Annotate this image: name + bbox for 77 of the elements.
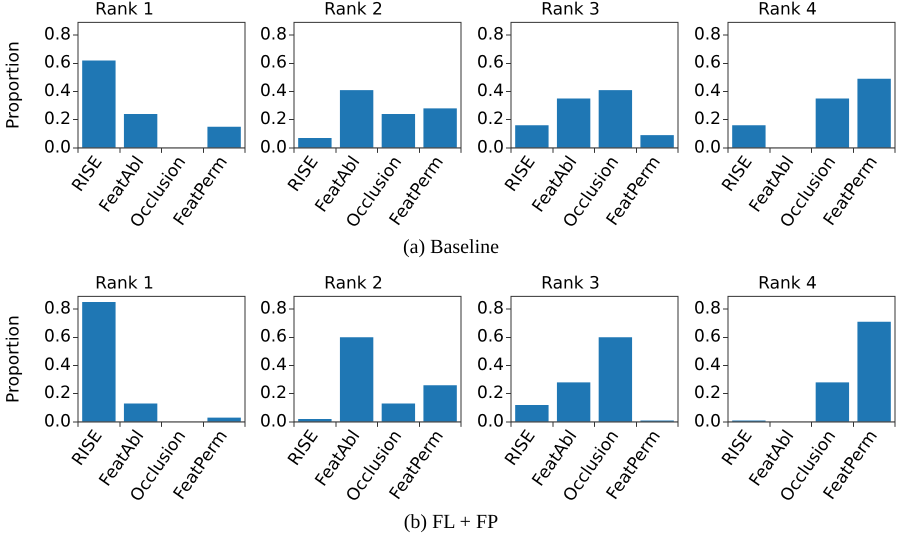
bar: [816, 382, 850, 422]
bar: [556, 382, 590, 422]
y-tick-label: 0.4: [260, 354, 287, 375]
bar: [382, 404, 416, 422]
bar: [423, 385, 457, 422]
chart-title: Rank 2: [324, 274, 383, 294]
y-tick-label: 0.8: [260, 298, 287, 319]
y-tick-label: 0.2: [260, 383, 287, 404]
y-tick-label: 0.0: [44, 411, 71, 432]
y-tick-label: 0.6: [476, 52, 504, 73]
y-tick-label: 0.0: [260, 137, 287, 158]
bar: [732, 125, 766, 148]
y-tick-label: 0.2: [694, 383, 721, 404]
y-tick-label: 0.2: [476, 109, 504, 130]
y-tick-label: 0.8: [476, 24, 504, 45]
bar: [857, 78, 891, 148]
bar: [298, 138, 332, 148]
bar: [423, 108, 457, 148]
y-tick-label: 0.0: [476, 137, 504, 158]
bar: [556, 98, 590, 148]
y-tick-label: 0.4: [694, 354, 721, 375]
text: (b) FL + FP: [402, 511, 500, 534]
bar: [598, 90, 632, 148]
bar: [82, 302, 116, 422]
bar: [207, 418, 241, 422]
chart-title: Rank 1: [95, 274, 154, 294]
y-tick-label: 0.8: [260, 24, 287, 45]
bar: [207, 126, 241, 148]
bar: [598, 337, 632, 422]
y-tick-label: 0.8: [476, 298, 504, 319]
y-axis-title: Proportion: [4, 315, 24, 403]
y-tick-label: 0.0: [44, 137, 71, 158]
chart-title: Rank 3: [541, 0, 600, 20]
y-tick-label: 0.8: [694, 24, 721, 45]
y-tick-label: 0.8: [694, 298, 721, 319]
y-tick-label: 0.6: [44, 52, 71, 73]
y-tick-label: 0.4: [44, 354, 71, 375]
chart-title: Rank 1: [95, 0, 154, 20]
y-tick-label: 0.4: [260, 80, 287, 101]
bar: [515, 404, 549, 422]
text: (a) Baseline: [402, 236, 500, 259]
y-axis-title: Proportion: [4, 41, 24, 129]
y-tick-label: 0.2: [476, 383, 504, 404]
y-tick-label: 0.6: [476, 326, 504, 347]
y-tick-label: 0.8: [44, 298, 71, 319]
y-tick-label: 0.2: [260, 109, 287, 130]
chart-title: Rank 4: [758, 0, 817, 20]
y-tick-label: 0.2: [694, 109, 721, 130]
bar: [82, 60, 116, 148]
y-tick-label: 0.0: [694, 137, 721, 158]
y-tick-label: 0.4: [476, 80, 504, 101]
bar: [640, 135, 674, 148]
bar: [515, 125, 549, 148]
y-tick-label: 0.4: [694, 80, 721, 101]
y-tick-label: 0.2: [44, 109, 71, 130]
chart-title: Rank 4: [758, 274, 817, 294]
bar: [340, 90, 374, 148]
chart-title: Rank 3: [541, 274, 600, 294]
y-tick-label: 0.0: [694, 411, 721, 432]
bar: [857, 322, 891, 422]
bar: [124, 114, 158, 148]
y-tick-label: 0.2: [44, 383, 71, 404]
y-tick-label: 0.0: [260, 411, 287, 432]
bar: [816, 98, 850, 148]
bar: [340, 337, 374, 422]
y-tick-label: 0.0: [476, 411, 504, 432]
y-tick-label: 0.4: [44, 80, 71, 101]
y-tick-label: 0.6: [694, 326, 721, 347]
bar: [382, 114, 416, 148]
y-tick-label: 0.8: [44, 24, 71, 45]
y-tick-label: 0.4: [476, 354, 504, 375]
y-tick-label: 0.6: [44, 326, 71, 347]
bar: [124, 404, 158, 422]
y-tick-label: 0.6: [260, 52, 287, 73]
chart-title: Rank 2: [324, 0, 383, 20]
y-tick-label: 0.6: [694, 52, 721, 73]
y-tick-label: 0.6: [260, 326, 287, 347]
